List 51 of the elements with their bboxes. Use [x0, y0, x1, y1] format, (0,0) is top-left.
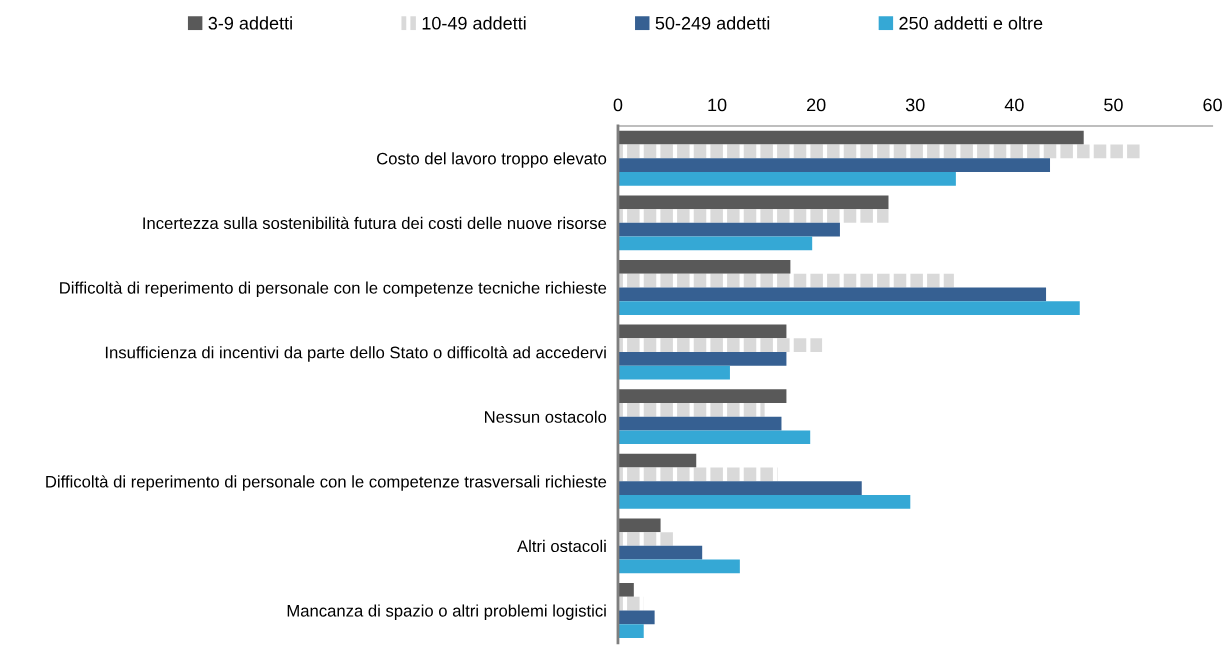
- x-tick-label: 40: [1004, 98, 1024, 112]
- x-tick-label: 60: [1203, 98, 1222, 112]
- bar: [617, 596, 644, 611]
- bar: [617, 624, 644, 638]
- y-tick-label: Difficoltà di reperimento di personale con le competenze trasversali richieste: [46, 475, 607, 491]
- bar: [617, 532, 675, 546]
- bar: [617, 209, 889, 223]
- legend-label: 10-49 addetti: [422, 16, 526, 30]
- bar: [617, 559, 740, 574]
- bar: [617, 402, 765, 417]
- bar: [617, 365, 730, 380]
- bar: [617, 481, 862, 495]
- y-tick-label: Costo del lavoro troppo elevato: [377, 152, 607, 168]
- bar: [617, 430, 811, 445]
- y-tick-label: Insufficienza di incentivi da parte dello Stato o difficoltà ad accedervi: [105, 345, 606, 362]
- bar: [617, 324, 787, 339]
- bar: [617, 389, 787, 403]
- x-tick-label: 30: [905, 98, 925, 112]
- y-tick-label: Incertezza sulla sostenibilità futura dei costi delle nuove risorse: [143, 216, 607, 230]
- bar: [617, 518, 661, 533]
- x-tick-label: 20: [807, 98, 826, 112]
- y-tick-label: Difficoltà di reperimento di personale con le competenze tecniche richieste: [60, 281, 607, 298]
- bar: [617, 144, 1142, 159]
- legend-label: 50-249 addetti: [655, 16, 770, 30]
- legend-label: 3-9 addetti: [208, 16, 292, 30]
- bar: [617, 130, 1084, 145]
- bar: [617, 610, 655, 625]
- bar: [617, 236, 813, 251]
- bar: [617, 416, 782, 431]
- bar: [617, 158, 1051, 172]
- bar: [617, 260, 791, 274]
- y-tick-label: Mancanza di spazio o altri problemi logistici: [287, 604, 606, 620]
- bar: [617, 172, 956, 186]
- bar: [617, 222, 840, 237]
- bar: [617, 195, 889, 210]
- legend-label: 250 addetti e oltre: [899, 16, 1043, 30]
- bar: [617, 287, 1047, 302]
- y-tick-label: Altri ostacoli: [517, 539, 606, 553]
- bar: [617, 301, 1080, 315]
- bar: [617, 453, 697, 468]
- x-tick-label: 50: [1104, 98, 1123, 112]
- bar: [617, 495, 911, 509]
- bar: [617, 352, 787, 366]
- bar: [617, 467, 778, 482]
- bar: [617, 545, 703, 560]
- bar: [617, 583, 634, 597]
- x-tick-label: 10: [708, 98, 727, 112]
- y-tick-label: Nessun ostacolo: [485, 410, 607, 423]
- bar: [617, 273, 954, 288]
- bar: [617, 338, 823, 353]
- x-tick-label: 0: [613, 98, 623, 112]
